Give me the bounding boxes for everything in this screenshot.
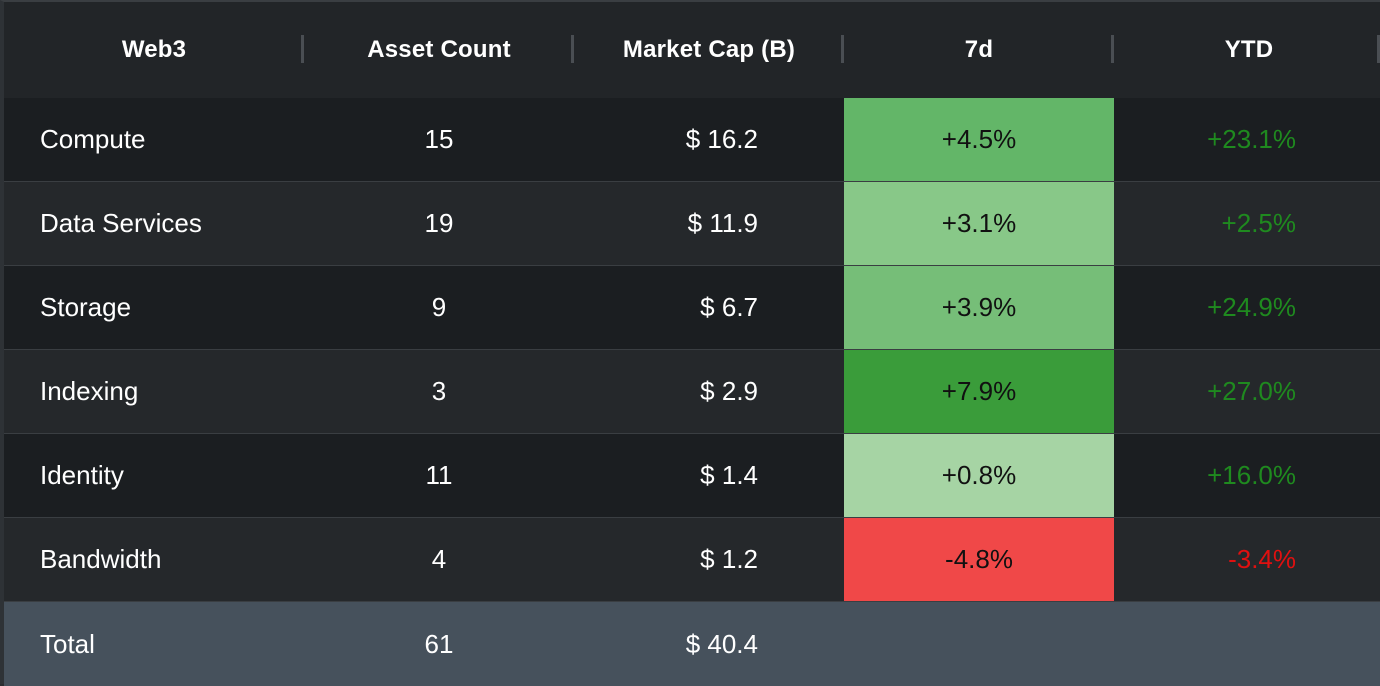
change-ytd-cell: -3.4% [1228, 544, 1296, 574]
sector-name-cell: Identity [40, 460, 124, 490]
change-7d-cell: +4.5% [844, 98, 1114, 181]
market-cap-cell: $ 16.2 [685, 124, 758, 154]
column-resize-handle[interactable] [571, 35, 574, 63]
market-cap-cell: $ 1.2 [700, 544, 758, 574]
column-header-web3[interactable]: Web3 [121, 36, 187, 63]
asset-count-cell: 4 [431, 544, 447, 574]
change-7d-cell: +0.8% [844, 434, 1114, 517]
column-resize-handle[interactable] [841, 35, 844, 63]
total-market-cap: $ 40.4 [685, 628, 758, 659]
market-cap-cell: $ 1.4 [700, 460, 758, 490]
column-header-market-cap[interactable]: Market Cap (B) [622, 36, 796, 63]
asset-count-cell: 19 [424, 208, 454, 238]
market-cap-cell: $ 11.9 [687, 208, 758, 238]
asset-count-cell: 11 [425, 460, 453, 490]
change-7d-cell: +3.1% [844, 182, 1114, 265]
change-7d-cell: +7.9% [844, 350, 1114, 433]
total-asset-count: 61 [424, 628, 454, 659]
change-ytd-cell: +27.0% [1207, 376, 1296, 406]
column-header-7d[interactable]: 7d [964, 36, 994, 63]
sector-name-cell: Indexing [40, 376, 139, 406]
column-resize-handle[interactable] [1377, 35, 1380, 63]
table-row[interactable]: Compute 15 $ 16.2 +4.5% +23.1% [4, 98, 1380, 182]
total-row: Total 61 $ 40.4 [4, 602, 1380, 686]
table-row[interactable]: Identity 11 $ 1.4 +0.8% +16.0% [4, 434, 1380, 518]
column-header-asset-count[interactable]: Asset Count [367, 36, 511, 63]
table-row[interactable]: Data Services 19 $ 11.9 +3.1% +2.5% [4, 182, 1380, 266]
market-cap-cell: $ 2.9 [700, 376, 758, 406]
sector-name-cell: Bandwidth [40, 544, 162, 574]
change-7d-cell: +3.9% [844, 266, 1114, 349]
asset-count-cell: 15 [424, 124, 454, 154]
market-cap-cell: $ 6.7 [700, 292, 758, 322]
total-label: Total [40, 628, 95, 659]
change-ytd-cell: +16.0% [1207, 460, 1296, 490]
change-ytd-cell: +23.1% [1207, 124, 1296, 154]
change-ytd-cell: +2.5% [1221, 208, 1296, 238]
column-resize-handle[interactable] [1111, 35, 1114, 63]
sector-name-cell: Storage [40, 292, 132, 322]
asset-count-cell: 9 [431, 292, 447, 322]
sector-name-cell: Data Services [40, 208, 202, 238]
change-7d-cell: -4.8% [844, 518, 1114, 601]
table-header: Web3 Asset Count Market Cap (B) 7d YTD [4, 2, 1380, 99]
column-header-ytd[interactable]: YTD [1224, 36, 1274, 63]
table-row[interactable]: Storage 9 $ 6.7 +3.9% +24.9% [4, 266, 1380, 350]
asset-count-cell: 3 [431, 376, 447, 406]
column-resize-handle[interactable] [301, 35, 304, 63]
table-row[interactable]: Bandwidth 4 $ 1.2 -4.8% -3.4% [4, 518, 1380, 602]
change-ytd-cell: +24.9% [1207, 292, 1296, 322]
table-row[interactable]: Indexing 3 $ 2.9 +7.9% +27.0% [4, 350, 1380, 434]
sector-name-cell: Compute [40, 124, 146, 154]
